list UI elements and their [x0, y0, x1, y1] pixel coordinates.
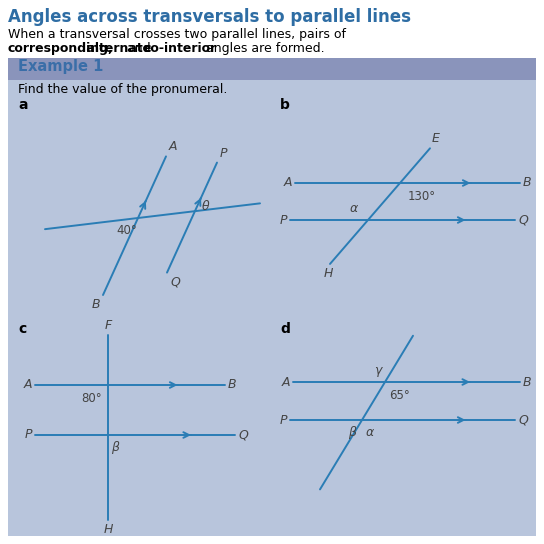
- Text: d: d: [280, 322, 290, 336]
- Text: β: β: [111, 441, 119, 454]
- Text: and: and: [123, 42, 154, 55]
- Text: Find the value of the pronumeral.: Find the value of the pronumeral.: [18, 83, 227, 96]
- Text: c: c: [18, 322, 26, 336]
- Text: A: A: [169, 140, 177, 153]
- Text: 65°: 65°: [389, 389, 410, 402]
- Text: P: P: [24, 429, 32, 442]
- Text: A: A: [283, 176, 292, 189]
- Text: P: P: [280, 413, 287, 426]
- Text: angles are formed.: angles are formed.: [202, 42, 325, 55]
- Text: Angles across transversals to parallel lines: Angles across transversals to parallel l…: [8, 8, 411, 26]
- Text: α: α: [350, 202, 358, 215]
- Text: co-interior: co-interior: [143, 42, 217, 55]
- Text: A: A: [281, 375, 290, 388]
- Text: B: B: [91, 298, 100, 311]
- Text: Example 1: Example 1: [18, 59, 103, 74]
- Text: Q: Q: [170, 276, 180, 289]
- Text: Q: Q: [518, 413, 528, 426]
- Text: γ: γ: [374, 364, 381, 377]
- Text: 40°: 40°: [116, 224, 137, 237]
- Text: b: b: [280, 98, 290, 112]
- Text: When a transversal crosses two parallel lines, pairs of: When a transversal crosses two parallel …: [8, 28, 350, 41]
- Text: a: a: [18, 98, 28, 112]
- Bar: [8, 58, 536, 80]
- Text: B: B: [523, 176, 531, 189]
- Bar: [8, 80, 536, 536]
- Text: 130°: 130°: [408, 190, 436, 203]
- Text: Q: Q: [238, 429, 248, 442]
- Text: α: α: [366, 426, 374, 439]
- Text: E: E: [432, 132, 440, 145]
- Text: B: B: [523, 375, 531, 388]
- Text: 80°: 80°: [82, 392, 102, 405]
- Text: alternate: alternate: [82, 42, 151, 55]
- Text: A: A: [23, 379, 32, 392]
- Text: Q: Q: [518, 213, 528, 226]
- Text: B: B: [228, 379, 237, 392]
- Text: θ: θ: [202, 201, 209, 213]
- Text: P: P: [220, 146, 227, 159]
- Text: P: P: [280, 213, 287, 226]
- Text: β: β: [348, 426, 356, 439]
- Text: H: H: [103, 523, 113, 536]
- Text: F: F: [104, 319, 112, 332]
- Text: H: H: [323, 267, 333, 280]
- Text: corresponding,: corresponding,: [8, 42, 114, 55]
